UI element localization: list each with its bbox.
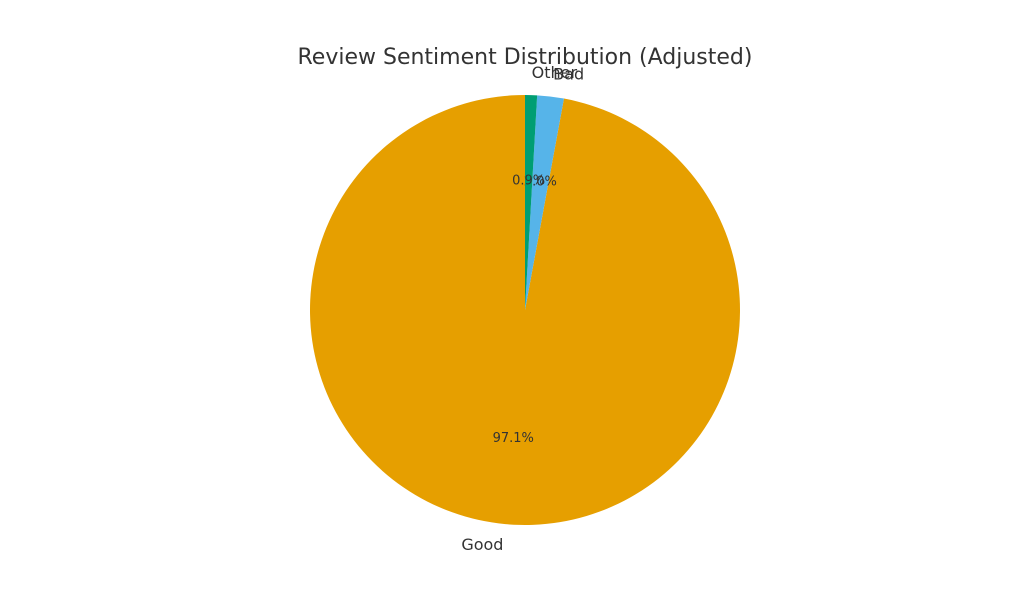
pie-slice (525, 95, 564, 311)
slice-label: Other (532, 63, 578, 82)
chart-title: Review Sentiment Distribution (Adjusted) (298, 45, 753, 70)
slice-label: Good (461, 535, 503, 554)
percent-label: 0.9% (512, 174, 545, 189)
percent-label: 97.1% (493, 431, 534, 446)
pie-slice (525, 95, 538, 310)
slice-label: Bad (553, 65, 584, 84)
